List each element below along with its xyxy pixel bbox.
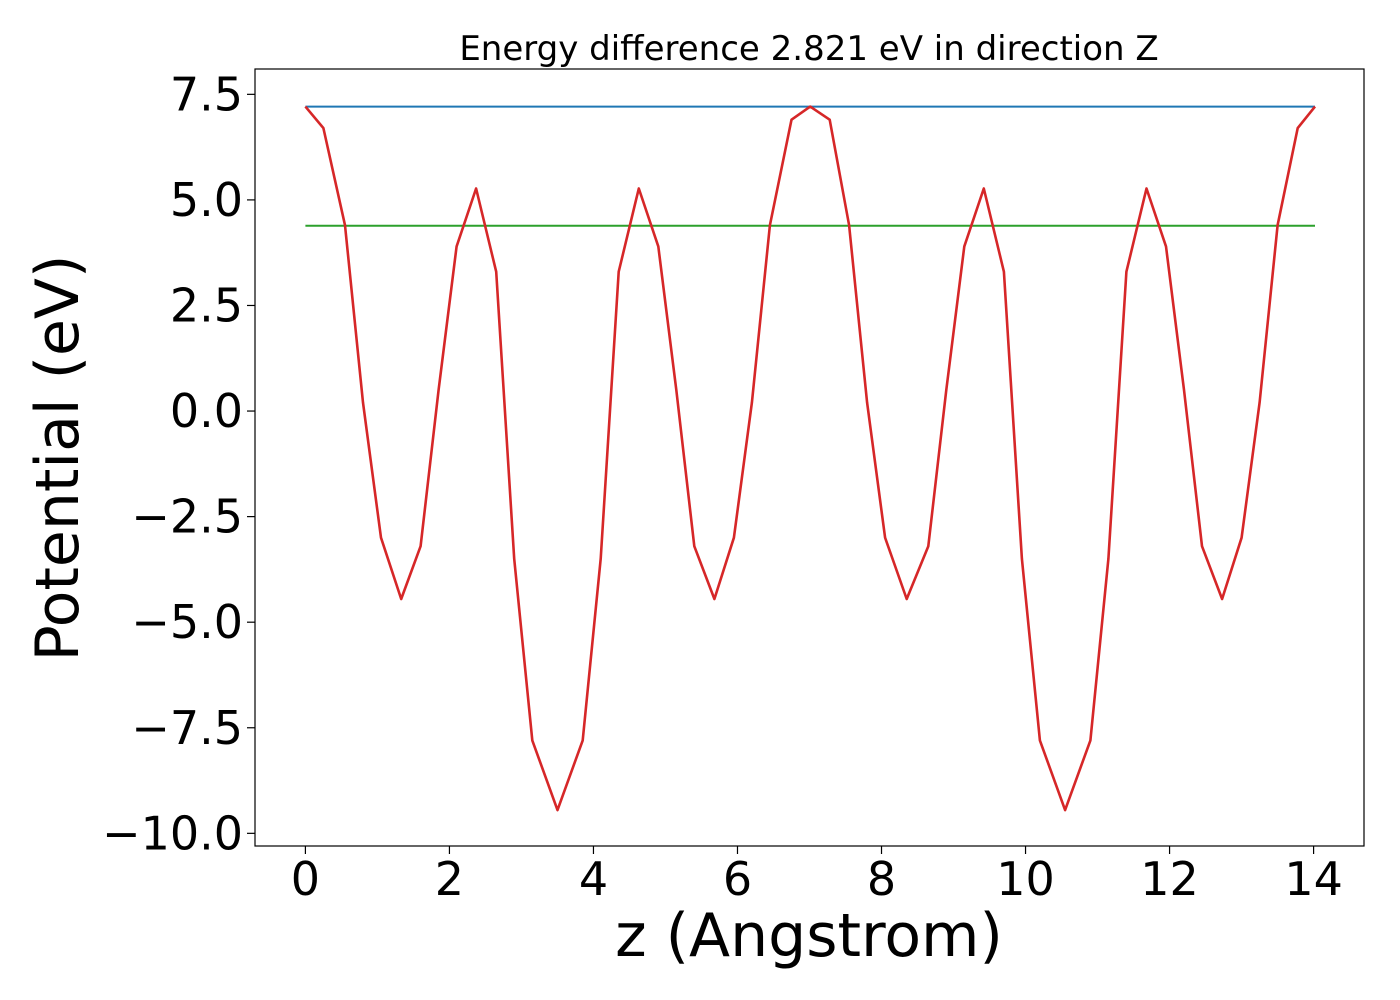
y-tick-label: −7.5 bbox=[131, 701, 243, 755]
x-tick-label: 12 bbox=[1140, 852, 1199, 906]
plot-area bbox=[304, 105, 1317, 812]
x-tick-label: 10 bbox=[996, 852, 1055, 906]
y-axis: 7.5 5.0 2.5 0.0 −2.5 −5.0 −7.5 −10.0 bbox=[102, 67, 255, 860]
y-tick-label: −5.0 bbox=[131, 595, 243, 649]
x-tick-label: 8 bbox=[867, 852, 896, 906]
x-tick-label: 2 bbox=[435, 852, 464, 906]
x-tick-label: 6 bbox=[723, 852, 752, 906]
plot-frame bbox=[254, 68, 1365, 847]
series-line-2 bbox=[304, 105, 1317, 812]
y-tick-label: 7.5 bbox=[170, 67, 243, 121]
y-tick-label: −2.5 bbox=[131, 490, 243, 544]
x-tick-label: 0 bbox=[291, 852, 320, 906]
y-tick-label: 2.5 bbox=[170, 278, 243, 332]
x-axis-label: z (Angstrom) bbox=[615, 901, 1003, 971]
y-axis-label: Potential (eV) bbox=[23, 255, 93, 662]
y-tick-label: 0.0 bbox=[170, 384, 243, 438]
y-tick-label: −10.0 bbox=[102, 806, 243, 860]
x-tick-label: 4 bbox=[579, 852, 608, 906]
chart-title: Energy difference 2.821 eV in direction … bbox=[459, 29, 1158, 69]
y-tick-label: 5.0 bbox=[170, 173, 243, 227]
x-tick-label: 14 bbox=[1284, 852, 1343, 906]
x-axis: 0 2 4 6 8 10 12 14 bbox=[291, 846, 1343, 906]
